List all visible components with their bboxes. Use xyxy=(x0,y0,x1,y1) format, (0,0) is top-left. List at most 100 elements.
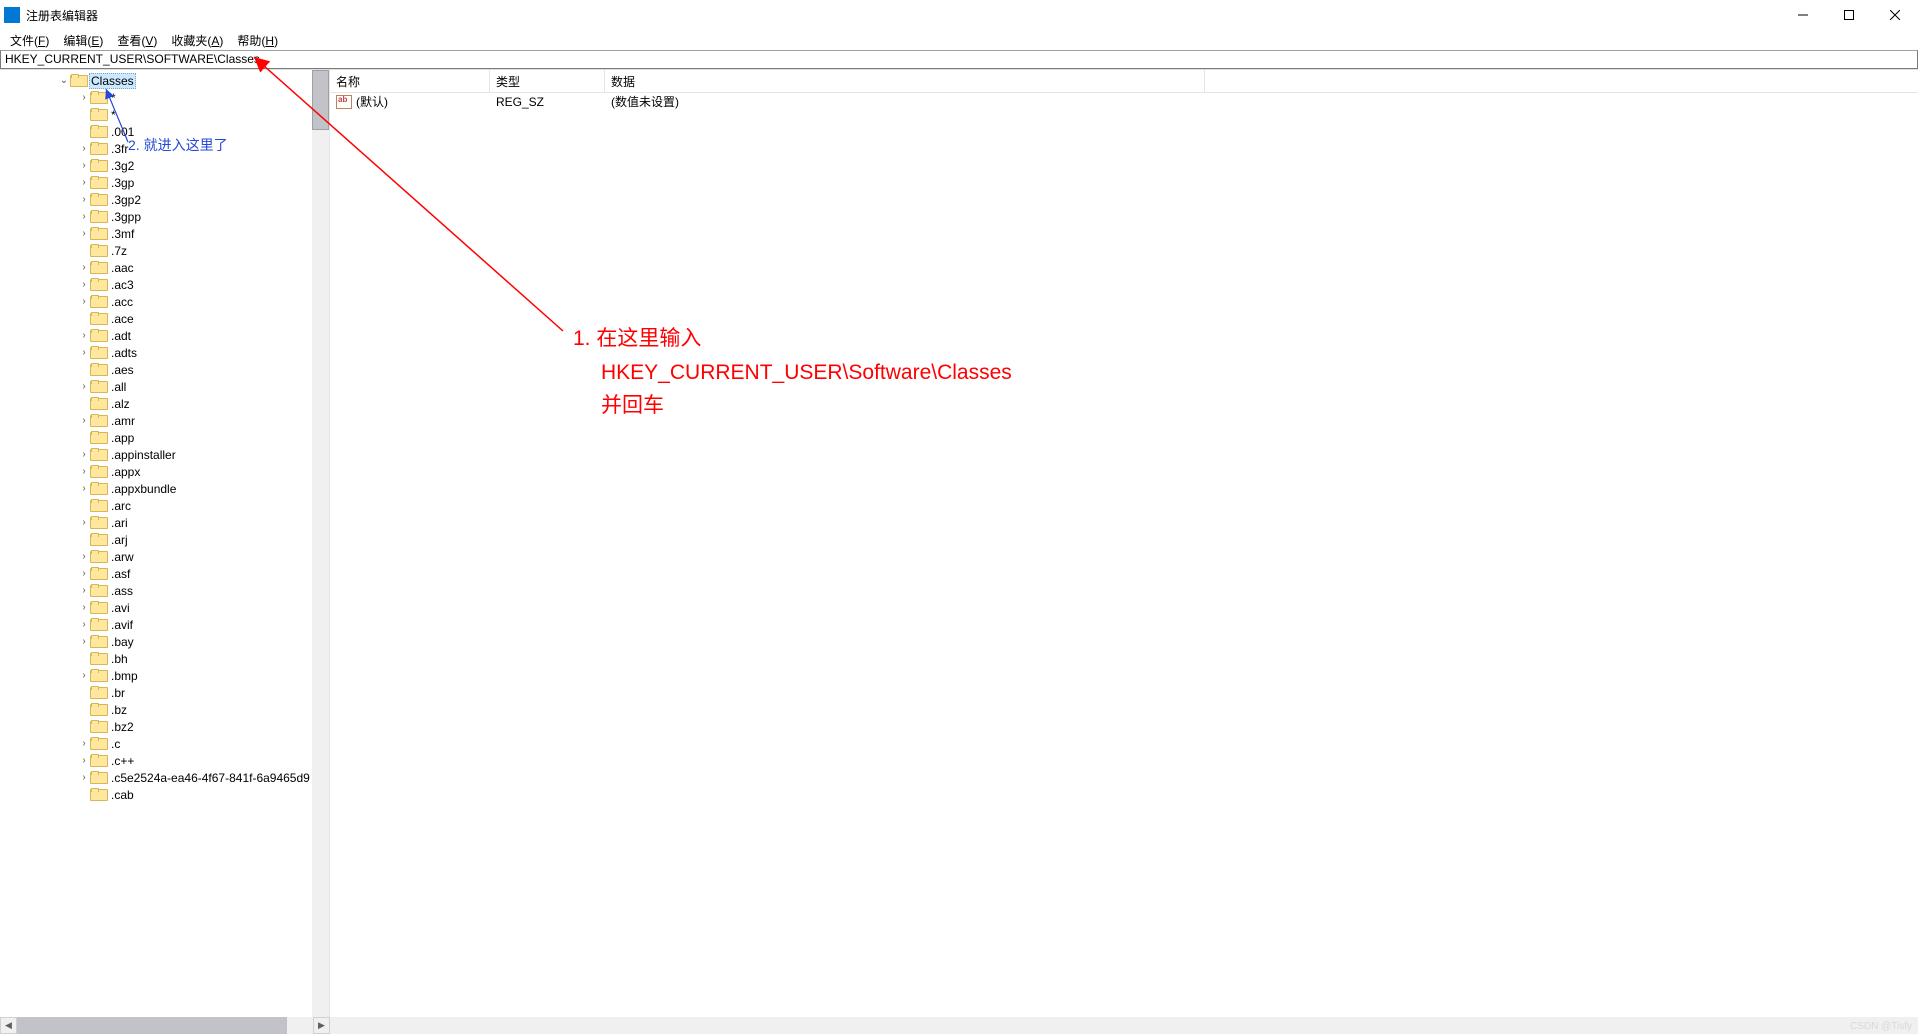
tree-item[interactable]: .cab xyxy=(0,786,329,803)
menu-e[interactable]: 编辑(E) xyxy=(57,30,109,51)
tree-item[interactable]: ›.aac xyxy=(0,259,329,276)
tree-item[interactable]: .001 xyxy=(0,123,329,140)
tree-item[interactable]: ›.adts xyxy=(0,344,329,361)
tree-item[interactable]: .bz xyxy=(0,701,329,718)
tree-item[interactable]: ›.3gp xyxy=(0,174,329,191)
tree-item[interactable]: ›.appinstaller xyxy=(0,446,329,463)
chevron-right-icon[interactable]: › xyxy=(78,262,90,273)
tree-item[interactable]: ›.all xyxy=(0,378,329,395)
menu-v[interactable]: 查看(V) xyxy=(111,30,163,51)
chevron-right-icon[interactable]: › xyxy=(78,415,90,426)
chevron-right-icon[interactable]: › xyxy=(78,381,90,392)
tree-item[interactable]: .alz xyxy=(0,395,329,412)
close-button[interactable] xyxy=(1872,0,1918,30)
tree-label: .ace xyxy=(109,312,136,326)
chevron-right-icon[interactable]: › xyxy=(78,466,90,477)
chevron-right-icon[interactable]: › xyxy=(78,330,90,341)
tree-item[interactable]: ›.3g2 xyxy=(0,157,329,174)
tree-item[interactable]: .7z xyxy=(0,242,329,259)
tree-item[interactable]: .bz2 xyxy=(0,718,329,735)
tree-item[interactable]: * xyxy=(0,106,329,123)
hscroll-thumb[interactable] xyxy=(17,1017,287,1034)
tree-item[interactable]: ›.bay xyxy=(0,633,329,650)
folder-icon xyxy=(90,499,106,512)
chevron-right-icon[interactable]: › xyxy=(78,619,90,630)
chevron-right-icon[interactable]: › xyxy=(78,211,90,222)
chevron-right-icon[interactable]: › xyxy=(78,738,90,749)
tree-item[interactable]: ›.3gp2 xyxy=(0,191,329,208)
tree-item[interactable]: .ace xyxy=(0,310,329,327)
chevron-right-icon[interactable]: › xyxy=(78,92,90,103)
menu-f[interactable]: 文件(F) xyxy=(4,30,55,51)
minimize-button[interactable] xyxy=(1780,0,1826,30)
chevron-right-icon[interactable]: › xyxy=(78,347,90,358)
menu-h[interactable]: 帮助(H) xyxy=(231,30,284,51)
chevron-right-icon[interactable]: › xyxy=(78,551,90,562)
tree-item[interactable]: .arc xyxy=(0,497,329,514)
tree-item[interactable]: ›.ass xyxy=(0,582,329,599)
column-header[interactable]: 数据 xyxy=(605,70,1205,92)
tree-item[interactable]: .arj xyxy=(0,531,329,548)
tree-item[interactable]: ›.appxbundle xyxy=(0,480,329,497)
chevron-right-icon[interactable]: › xyxy=(78,670,90,681)
chevron-right-icon[interactable]: › xyxy=(78,143,90,154)
chevron-right-icon[interactable]: › xyxy=(78,194,90,205)
tree-item[interactable]: › .ari xyxy=(0,514,329,531)
tree-item[interactable]: .app xyxy=(0,429,329,446)
tree-label: * xyxy=(109,91,118,105)
tree-vertical-scrollbar[interactable] xyxy=(312,70,329,1017)
chevron-right-icon[interactable]: › xyxy=(78,517,90,528)
scroll-left-button[interactable]: ◀ xyxy=(0,1017,17,1034)
chevron-right-icon[interactable]: › xyxy=(78,160,90,171)
tree-item[interactable]: ›.c5e2524a-ea46-4f67-841f-6a9465d9 xyxy=(0,769,329,786)
chevron-right-icon[interactable]: › xyxy=(78,449,90,460)
list-row[interactable]: (默认)REG_SZ(数值未设置) xyxy=(330,93,1918,110)
chevron-right-icon[interactable]: › xyxy=(78,177,90,188)
tree-item[interactable]: › .avi xyxy=(0,599,329,616)
horizontal-scrollbar[interactable]: ◀ ▶ xyxy=(0,1017,1918,1034)
chevron-right-icon[interactable]: › xyxy=(78,279,90,290)
tree-item[interactable]: .bh xyxy=(0,650,329,667)
tree-label: .avi xyxy=(109,601,132,615)
tree-item[interactable]: ›.avif xyxy=(0,616,329,633)
chevron-right-icon[interactable]: › xyxy=(78,602,90,613)
chevron-down-icon[interactable]: ⌄ xyxy=(58,75,70,86)
address-bar[interactable]: HKEY_CURRENT_USER\SOFTWARE\Classes xyxy=(0,50,1918,69)
chevron-right-icon[interactable]: › xyxy=(78,755,90,766)
tree-item[interactable]: ›.adt xyxy=(0,327,329,344)
tree-item[interactable]: ›.3fr xyxy=(0,140,329,157)
tree-item[interactable]: .aes xyxy=(0,361,329,378)
folder-icon xyxy=(70,74,86,87)
tree-item[interactable]: ›.acc xyxy=(0,293,329,310)
chevron-right-icon[interactable]: › xyxy=(78,483,90,494)
tree-item[interactable]: ›.c++ xyxy=(0,752,329,769)
scrollbar-thumb[interactable] xyxy=(312,70,329,130)
chevron-right-icon[interactable]: › xyxy=(78,296,90,307)
tree-item[interactable]: .br xyxy=(0,684,329,701)
tree-item[interactable]: ›.appx xyxy=(0,463,329,480)
chevron-right-icon[interactable]: › xyxy=(78,772,90,783)
tree-item[interactable]: ›.c xyxy=(0,735,329,752)
tree-item[interactable]: ›.amr xyxy=(0,412,329,429)
chevron-right-icon[interactable]: › xyxy=(78,568,90,579)
maximize-button[interactable] xyxy=(1826,0,1872,30)
tree-item[interactable]: ›.ac3 xyxy=(0,276,329,293)
tree-item[interactable]: ›.3mf xyxy=(0,225,329,242)
tree-item[interactable]: ⌄Classes xyxy=(0,72,329,89)
tree-item[interactable]: ›.bmp xyxy=(0,667,329,684)
tree-item[interactable]: ›* xyxy=(0,89,329,106)
chevron-right-icon[interactable]: › xyxy=(78,636,90,647)
column-header[interactable]: 名称 xyxy=(330,70,490,92)
chevron-right-icon[interactable]: › xyxy=(78,585,90,596)
column-header[interactable]: 类型 xyxy=(490,70,605,92)
tree-item[interactable]: ›.asf xyxy=(0,565,329,582)
chevron-right-icon[interactable]: › xyxy=(78,228,90,239)
tree-item[interactable]: ›.arw xyxy=(0,548,329,565)
tree-item[interactable]: ›.3gpp xyxy=(0,208,329,225)
scroll-right-button[interactable]: ▶ xyxy=(313,1017,330,1034)
menu-a[interactable]: 收藏夹(A) xyxy=(165,30,229,51)
tree-label: .ari xyxy=(109,516,130,530)
folder-icon xyxy=(90,346,106,359)
tree-label: .bz xyxy=(109,703,129,717)
hscroll-track[interactable] xyxy=(17,1017,313,1034)
